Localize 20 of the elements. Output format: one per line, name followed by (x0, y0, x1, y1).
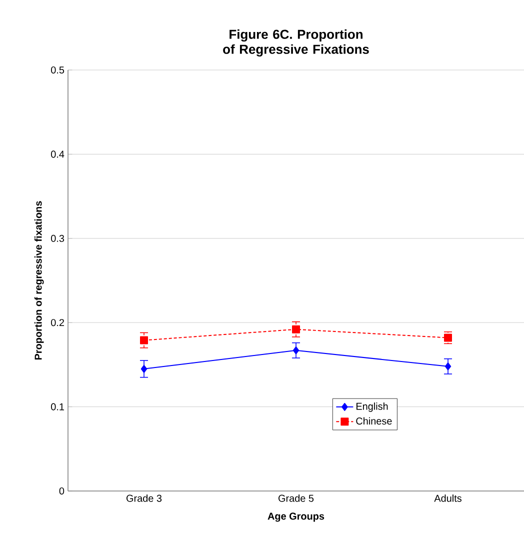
point (292, 325, 300, 334)
y-tick-label: 0.5 (51, 66, 64, 74)
chart-title: Figure 6C. Proportion of Regressive Fixations (223, 29, 369, 57)
x-tick-label: Grade 5 (278, 494, 314, 502)
point (444, 334, 452, 342)
legend-label: English (356, 402, 388, 412)
y-tick-label: 0.4 (51, 150, 64, 158)
point (292, 346, 300, 354)
y-tick-label: 0.1 (51, 403, 64, 410)
point (140, 364, 148, 373)
y-tick-label: 0 (59, 487, 64, 495)
x-tick-label: Adults (434, 494, 462, 502)
x-tick-label: Grade 3 (126, 494, 162, 502)
y-axis-title: Proportion of regressive fixations (34, 201, 44, 360)
point (140, 336, 148, 344)
y-tick-label: 0.2 (51, 319, 64, 326)
y-tick-label: 0.3 (51, 234, 64, 242)
point (444, 362, 452, 370)
legend-label: Chinese (356, 417, 392, 425)
x-axis-title: Age Groups (268, 512, 324, 522)
